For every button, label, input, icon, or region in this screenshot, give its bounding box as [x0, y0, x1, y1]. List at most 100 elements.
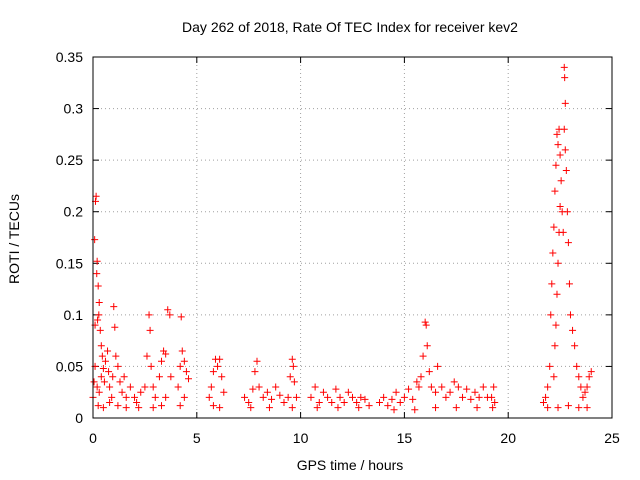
- data-point: [254, 358, 261, 365]
- data-point: [550, 224, 557, 231]
- data-point: [109, 373, 116, 380]
- data-point: [575, 404, 582, 411]
- data-point: [101, 378, 108, 385]
- data-point: [550, 373, 557, 380]
- data-point: [214, 363, 221, 370]
- data-point: [119, 389, 126, 396]
- x-tick-label: 20: [500, 430, 516, 446]
- x-tick-label: 10: [293, 430, 309, 446]
- data-point: [147, 327, 154, 334]
- data-point: [420, 353, 427, 360]
- data-point: [401, 394, 408, 401]
- data-point: [328, 399, 335, 406]
- data-point: [97, 327, 104, 334]
- data-point: [565, 402, 572, 409]
- plot-frame: [93, 57, 612, 418]
- data-point: [405, 386, 412, 393]
- data-point: [422, 319, 429, 326]
- data-point: [384, 402, 391, 409]
- data-point: [110, 303, 117, 310]
- data-point: [337, 394, 344, 401]
- data-point: [91, 378, 98, 385]
- data-point: [544, 404, 551, 411]
- data-point: [474, 404, 481, 411]
- data-point: [167, 373, 174, 380]
- y-axis-label: ROTI / TECUs: [6, 194, 22, 284]
- data-point: [256, 384, 263, 391]
- data-point: [264, 389, 271, 396]
- data-point: [152, 394, 159, 401]
- data-point: [546, 363, 553, 370]
- data-point: [210, 402, 217, 409]
- data-point: [476, 394, 483, 401]
- y-tick-label: 0.25: [56, 152, 83, 168]
- data-point: [561, 64, 568, 71]
- data-point: [106, 384, 113, 391]
- data-point: [266, 404, 273, 411]
- data-point: [561, 126, 568, 133]
- data-point: [562, 146, 569, 153]
- data-point: [548, 280, 555, 287]
- data-point: [208, 384, 215, 391]
- data-point: [98, 373, 105, 380]
- data-point: [432, 404, 439, 411]
- data-point: [181, 394, 188, 401]
- data-point: [123, 404, 130, 411]
- data-point: [112, 353, 119, 360]
- data-point: [345, 389, 352, 396]
- data-point: [459, 394, 466, 401]
- ticks: [93, 57, 612, 418]
- data-point: [185, 375, 192, 382]
- data-point: [127, 384, 134, 391]
- data-point: [544, 384, 551, 391]
- data-point: [137, 389, 144, 396]
- data-point: [566, 280, 573, 287]
- data-point: [562, 100, 569, 107]
- data-point: [324, 394, 331, 401]
- data-point: [320, 389, 327, 396]
- y-tick-label: 0.2: [64, 204, 84, 220]
- data-point: [114, 402, 121, 409]
- data-point: [551, 188, 558, 195]
- y-tick-label: 0.15: [56, 255, 83, 271]
- data-point: [584, 404, 591, 411]
- data-point: [376, 399, 383, 406]
- data-point: [349, 394, 356, 401]
- data-points: [90, 64, 595, 413]
- data-point: [276, 392, 283, 399]
- data-point: [241, 394, 248, 401]
- x-tick-label: 5: [193, 430, 201, 446]
- data-point: [280, 399, 287, 406]
- data-point: [434, 363, 441, 370]
- data-point: [116, 378, 123, 385]
- y-tick-label: 0.3: [64, 101, 84, 117]
- data-point: [105, 368, 112, 375]
- data-point: [272, 384, 279, 391]
- data-point: [380, 394, 387, 401]
- data-point: [178, 313, 185, 320]
- data-point: [95, 311, 102, 318]
- data-point: [251, 368, 258, 375]
- y-tick-labels: 00.050.10.150.20.250.30.35: [56, 49, 83, 426]
- data-point: [432, 389, 439, 396]
- data-point: [98, 342, 105, 349]
- y-tick-label: 0: [75, 410, 83, 426]
- data-point: [293, 394, 300, 401]
- grid: [93, 57, 612, 418]
- data-point: [388, 396, 395, 403]
- data-point: [123, 394, 130, 401]
- data-point: [216, 404, 223, 411]
- data-point: [218, 373, 225, 380]
- data-point: [455, 384, 462, 391]
- data-point: [555, 404, 562, 411]
- data-point: [555, 260, 562, 267]
- data-point: [177, 363, 184, 370]
- data-point: [312, 384, 319, 391]
- x-tick-label: 25: [604, 430, 620, 446]
- data-point: [104, 347, 111, 354]
- data-point: [488, 394, 495, 401]
- data-point: [393, 389, 400, 396]
- data-point: [549, 249, 556, 256]
- data-point: [287, 373, 294, 380]
- data-point: [334, 404, 341, 411]
